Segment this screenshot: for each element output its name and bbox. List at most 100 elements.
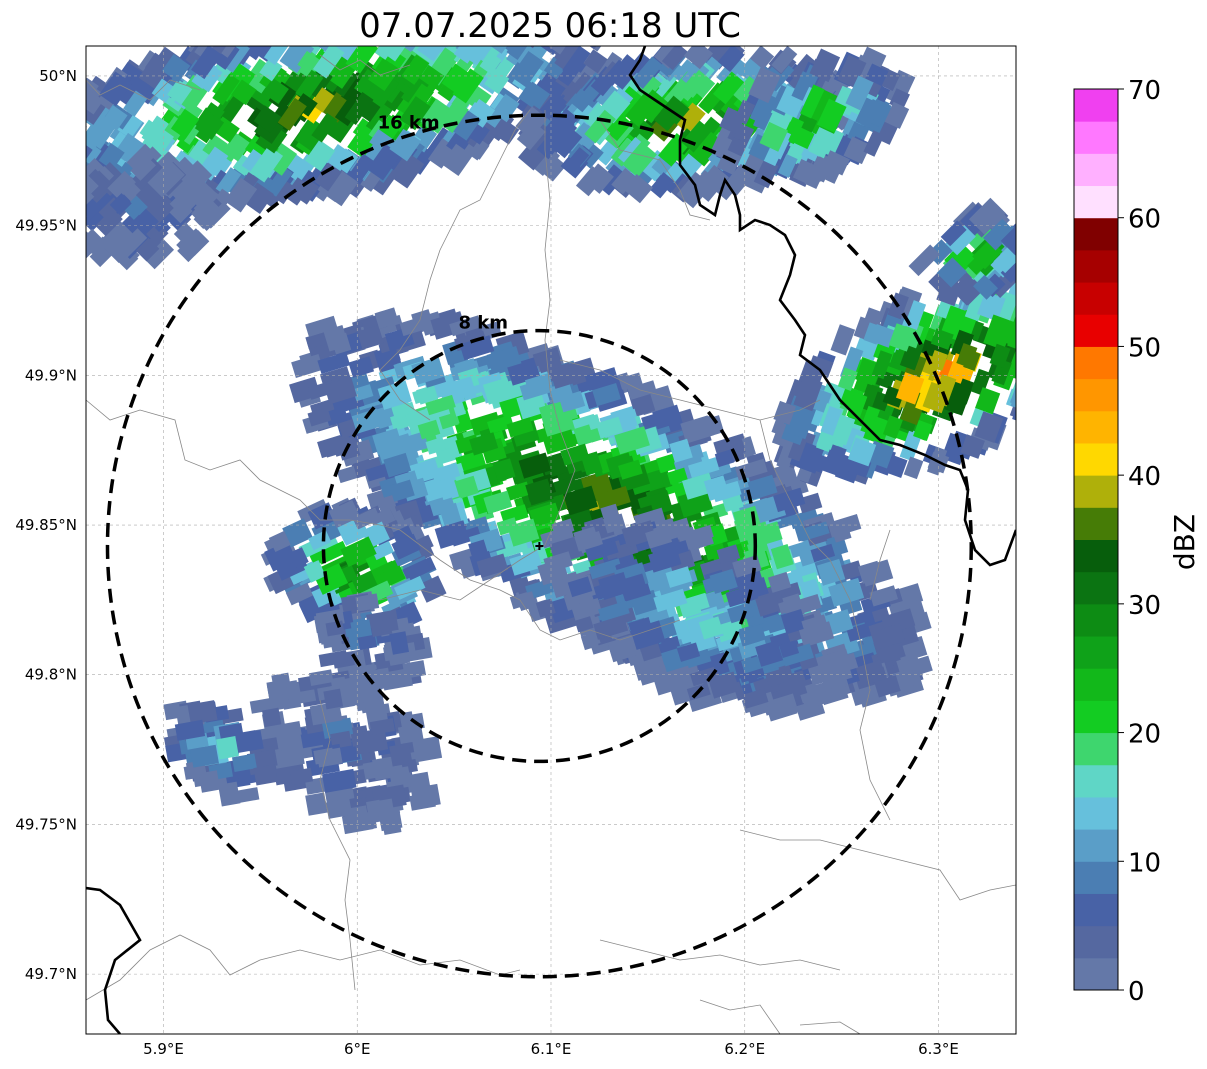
colorbar-segment [1074,668,1118,701]
echo-pixel [1014,358,1016,391]
echo-pixel [270,693,290,711]
echo-pixel [506,46,536,60]
echo-pixel [858,383,884,416]
echo-pixel [253,764,278,786]
echo-pixel [854,46,887,84]
echo-pixel [123,90,148,117]
echo-pixel [371,540,394,561]
echo-pixel [968,197,1006,235]
colorbar-tick-label: 0 [1128,977,1145,1007]
echo-pixel [539,46,568,56]
echo-pixel [234,46,257,47]
echo-pixel [964,288,989,322]
echo-pixel [422,478,444,502]
echo-pixel [798,521,830,542]
colorbar-segment [1074,764,1118,798]
echo-pixel [38,116,61,140]
echo-pixel [322,768,357,793]
echo-pixel [536,350,563,374]
echo-pixel [40,189,70,219]
echo-pixel [401,54,430,85]
echo-pixel [967,254,988,275]
echo-pixel [86,195,102,229]
echo-pixel [52,175,74,198]
echo-pixel [808,127,836,159]
echo-pixel [412,385,437,405]
colorbar-segment [1074,217,1118,251]
dbz-colorbar [1073,88,1119,991]
echo-pixel [868,103,888,127]
echo-pixel [622,141,657,178]
echo-pixel [293,93,318,117]
echo-pixel [607,54,643,90]
echo-pixel [181,228,210,256]
echo-pixel [452,68,484,104]
echo-pixel [55,188,82,215]
colorbar-segment [1074,185,1118,219]
echo-pixel [48,144,73,172]
echo-pixel [130,155,156,181]
colorbar-segment [1074,603,1118,637]
echo-pixel [23,143,50,169]
echo-pixel [306,13,328,37]
echo-pixel [653,588,688,613]
echo-pixel [585,540,619,562]
echo-pixel [32,142,55,166]
echo-pixel [308,530,332,551]
echo-pixel [362,760,387,780]
echo-pixel [510,50,545,88]
echo-pixel [353,727,389,755]
echo-pixel [874,675,901,698]
echo-pixel [418,575,447,603]
echo-pixel [224,177,258,213]
echo-pixel [265,165,293,197]
echo-pixel [607,634,642,663]
municipal-border [544,110,576,546]
echo-pixel [190,744,219,768]
echo-pixel [789,53,820,86]
colorbar-tick-label: 60 [1128,205,1161,235]
echo-pixel [554,46,580,73]
echo-pixel [593,81,622,110]
colorbar-segment [1074,507,1118,540]
echo-pixel [425,437,447,455]
echo-pixel [800,84,825,119]
echo-pixel [709,568,738,594]
echo-pixel [389,479,415,502]
echo-pixel [417,419,441,440]
municipal-border [799,1021,861,1034]
echo-pixel [1040,381,1065,405]
echo-pixel [903,456,924,480]
echo-pixel [516,591,536,609]
echo-pixel [787,428,816,464]
municipal-border [599,119,711,221]
echo-pixel [648,546,682,573]
echo-pixel [412,736,443,763]
echo-pixel [453,110,482,141]
echo-pixel [956,342,978,368]
echo-pixel [536,135,560,160]
echo-pixel [492,117,520,145]
echo-pixel [936,257,967,288]
echo-pixel [661,46,689,71]
echo-pixel [855,660,887,687]
echo-pixel [717,46,745,73]
echo-pixel [303,560,326,583]
echo-pixel [771,46,798,74]
echo-pixel [870,623,906,651]
echo-pixel [289,767,314,785]
echo-pixel [344,91,374,126]
echo-pixel [372,428,403,456]
echo-pixel [365,100,394,134]
echo-pixel [989,343,1011,369]
echo-pixel [113,132,146,166]
echo-pixel [773,400,796,425]
echo-pixel [845,75,874,111]
echo-pixel [352,507,381,530]
echo-pixel [469,138,490,160]
echo-pixel [1039,313,1061,344]
echo-pixel [1032,263,1054,289]
echo-pixel [727,602,754,624]
municipal-border [559,359,821,421]
echo-pixel [355,685,378,704]
